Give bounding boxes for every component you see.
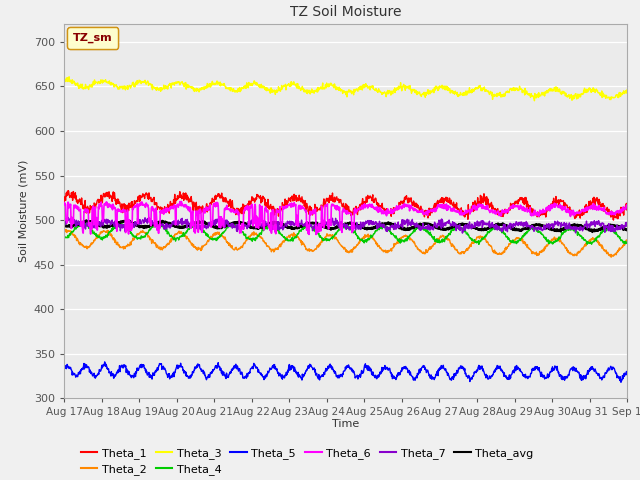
Legend: Theta_1, Theta_2, Theta_3, Theta_4, Theta_5, Theta_6, Theta_7, Theta_avg: Theta_1, Theta_2, Theta_3, Theta_4, Thet… — [81, 448, 534, 475]
Y-axis label: Soil Moisture (mV): Soil Moisture (mV) — [19, 160, 28, 263]
X-axis label: Time: Time — [332, 419, 359, 429]
Title: TZ Soil Moisture: TZ Soil Moisture — [290, 5, 401, 19]
